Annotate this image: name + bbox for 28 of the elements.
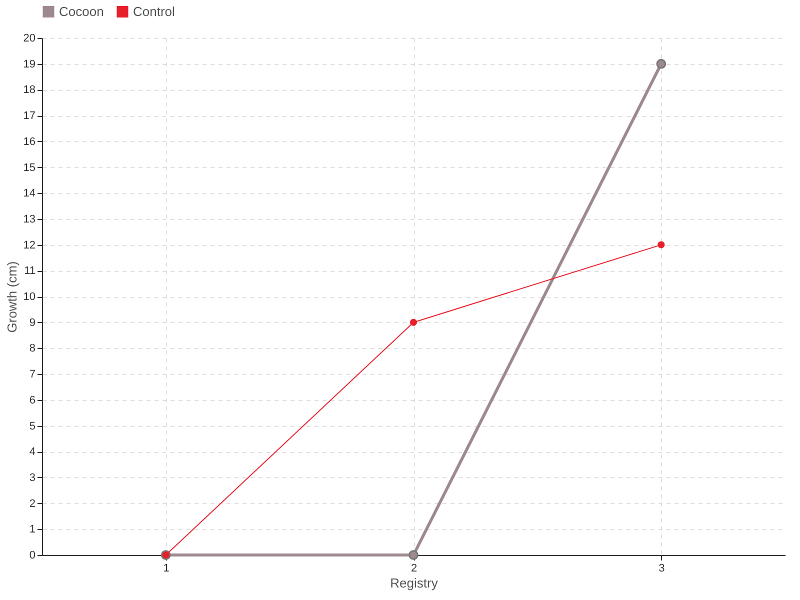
y-tick-label: 3 [29,472,36,484]
y-tick-label: 1 [29,524,36,536]
x-tick-label: 2 [410,562,418,574]
y-tick-label: 16 [23,136,36,148]
y-tick-label: 7 [29,368,36,381]
y-tick-label: 20 [23,32,36,44]
x-axis-title: Registry [390,576,438,590]
y-tick-label: 6 [29,394,36,406]
y-tick-label: 14 [23,188,36,200]
y-tick-label: 4 [29,446,36,458]
y-tick-label: 11 [24,265,36,278]
y-tick-label: 19 [23,58,36,70]
legend-label: Control [133,4,176,19]
x-tick-label: 3 [658,562,665,574]
y-tick-label: 13 [23,213,36,226]
y-tick-label: 0 [29,550,36,562]
y-tick-label: 5 [29,420,36,432]
y-tick-label: 2 [29,498,36,510]
y-tick-label: 12 [23,239,36,252]
y-tick-label: 15 [23,162,36,174]
legend-label: Cocoon [59,4,104,19]
y-tick-label: 8 [29,342,36,355]
y-axis-title: Growth (cm) [4,261,20,333]
y-tick-label: 9 [29,316,36,329]
y-tick-label: 10 [23,291,36,303]
y-tick-label: 18 [23,84,36,96]
y-tick-label: 17 [23,110,36,122]
x-tick-label: 1 [163,562,170,574]
